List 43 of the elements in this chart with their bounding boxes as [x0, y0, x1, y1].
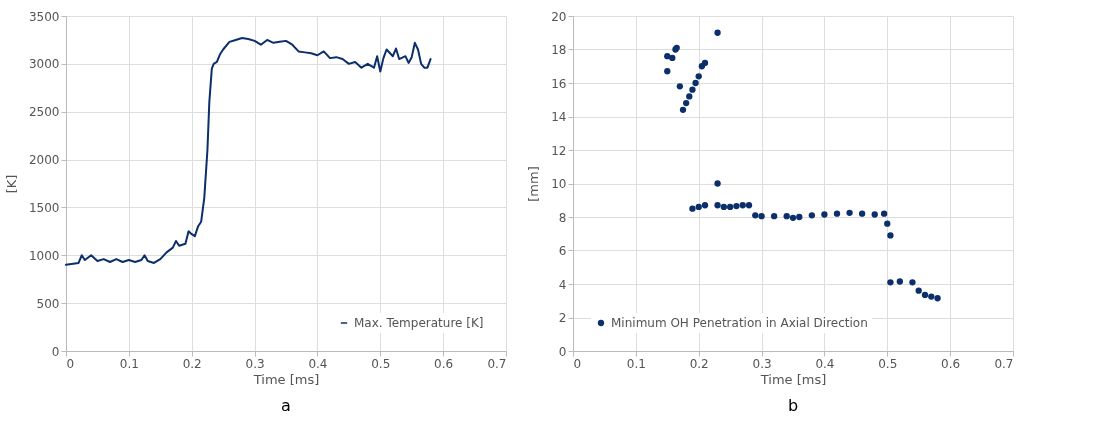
legend-label: Max. Temperature [K] — [354, 316, 484, 330]
x-tick-label: 0.5 — [371, 356, 391, 371]
x-axis-title: Time [ms] — [759, 371, 827, 387]
y-tick-label: 20 — [551, 9, 567, 24]
legend-label: Minimum OH Penetration in Axial Direction — [611, 316, 868, 330]
y-tick-label: 4 — [558, 277, 567, 292]
y-tick-label: 12 — [551, 143, 567, 158]
y-axis-title: [mm] — [526, 166, 542, 202]
x-axis-title: Time [ms] — [252, 371, 320, 387]
x-tick-label: 0.5 — [878, 356, 898, 371]
y-tick-label: 0 — [51, 344, 60, 359]
x-tick-label: 0.3 — [245, 356, 265, 371]
y-tick-label: 3500 — [28, 9, 60, 24]
x-tick-label: 0.2 — [182, 356, 202, 371]
y-tick-label: 1500 — [28, 200, 60, 215]
x-tick-label: 0.4 — [815, 356, 835, 371]
x-tick-label: 0.1 — [626, 356, 646, 371]
y-tick-label: 18 — [551, 43, 567, 57]
x-tick-label: 0 — [573, 356, 582, 371]
x-tick-label: 0.1 — [119, 356, 139, 371]
x-tick-label: 0.4 — [308, 356, 328, 371]
y-tick-label: 6 — [558, 244, 567, 258]
y-tick-label: 2500 — [28, 105, 60, 120]
x-tick-label: 0.7 — [487, 356, 507, 371]
x-tick-label: 0 — [66, 356, 75, 371]
y-tick-label: 1000 — [28, 248, 60, 263]
y-tick-label: 14 — [551, 110, 567, 124]
y-tick-label: 8 — [558, 210, 567, 225]
y-tick-label: 10 — [551, 177, 567, 191]
y-tick-label: 16 — [551, 76, 567, 91]
y-tick-label: 2 — [558, 311, 567, 325]
x-tick-label: 0.6 — [941, 356, 961, 371]
y-axis-title: [K] — [3, 174, 19, 194]
x-tick-label: 0.2 — [689, 356, 709, 371]
text: a — [281, 396, 291, 415]
y-tick-label: 0 — [558, 344, 567, 359]
text: b — [787, 396, 799, 415]
x-tick-label: 0.3 — [752, 356, 772, 371]
x-tick-label: 0.7 — [994, 356, 1014, 371]
x-tick-label: 0.6 — [434, 356, 454, 371]
y-tick-label: 500 — [36, 296, 60, 311]
y-tick-label: 3000 — [28, 57, 60, 72]
y-tick-label: 2000 — [28, 153, 60, 168]
